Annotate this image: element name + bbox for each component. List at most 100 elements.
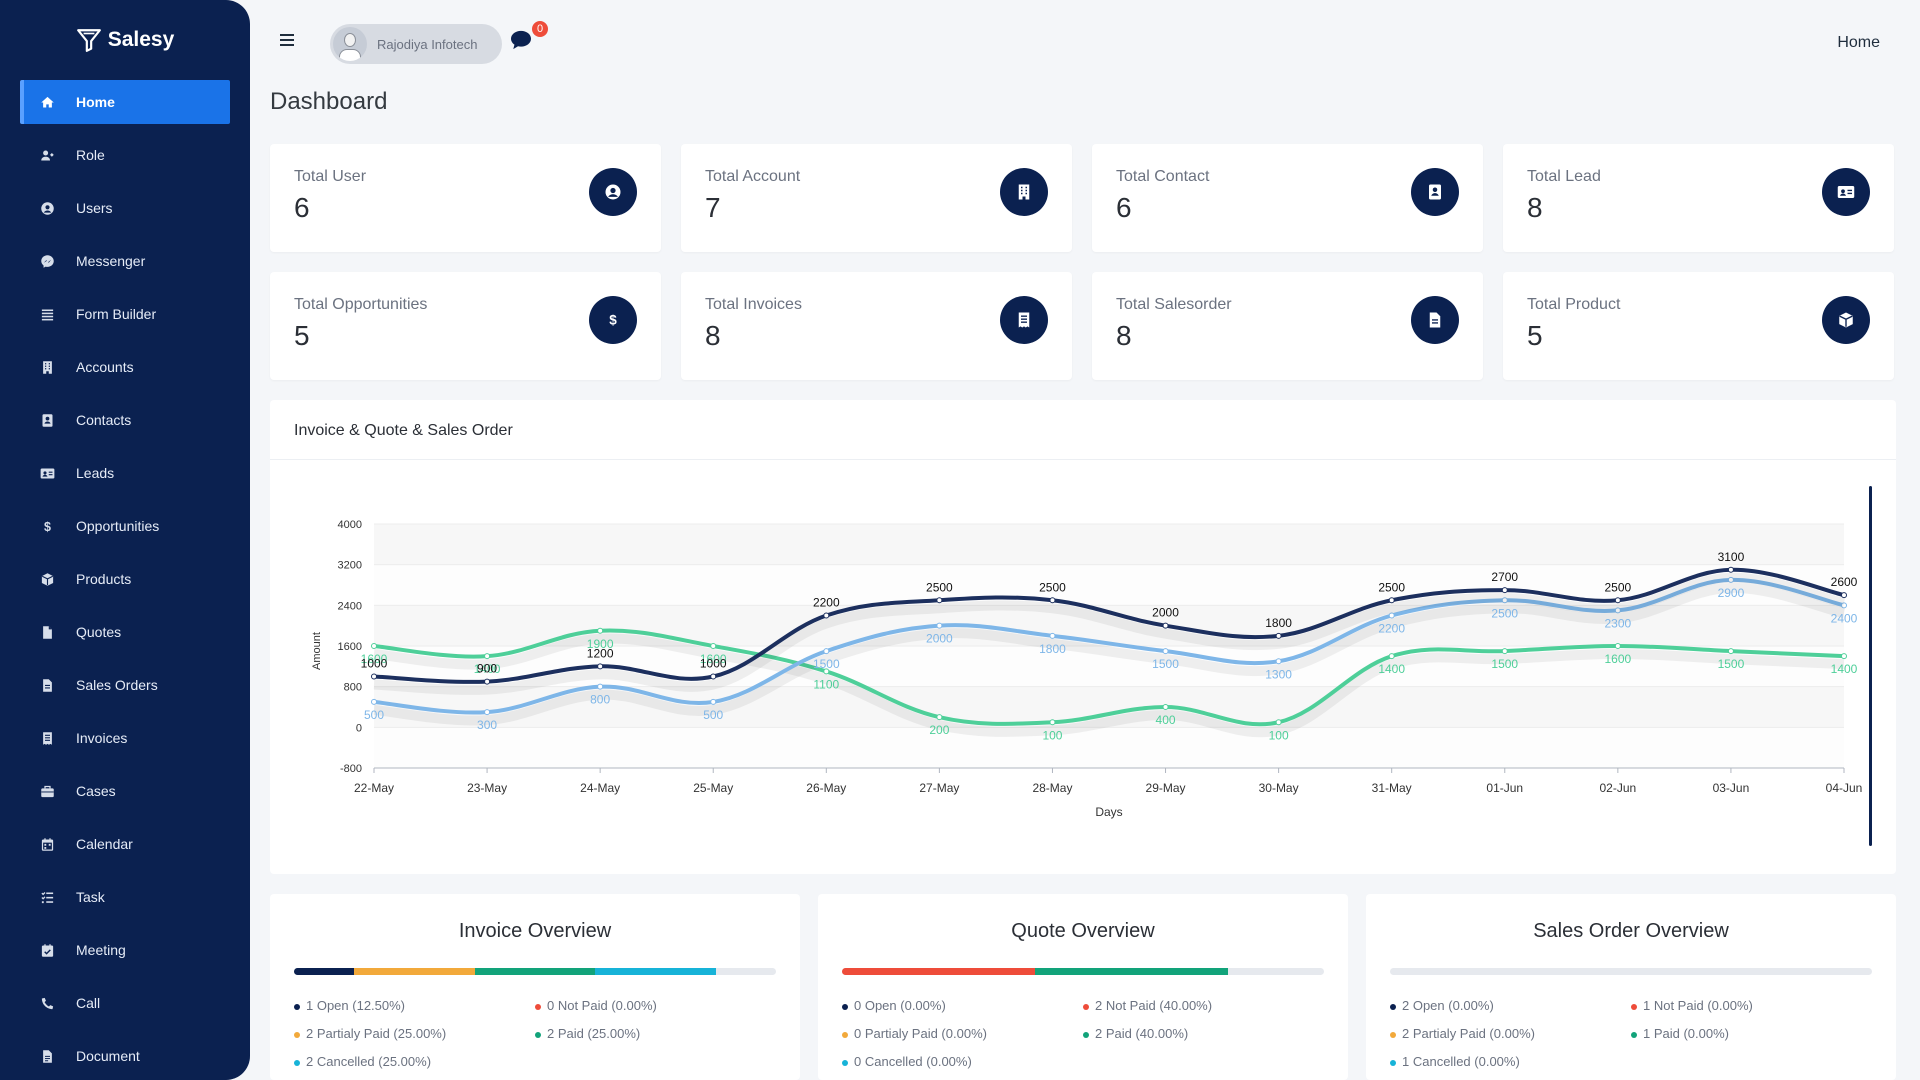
legend-dot [294,1059,300,1066]
data-point [710,673,717,680]
sidebar-item-label: Accounts [76,359,134,375]
data-point [1275,658,1282,665]
sidebar-item-label: Home [76,94,115,110]
sidebar-item-cases[interactable]: Cases [20,769,230,813]
sidebar-item-invoices[interactable]: Invoices [20,716,230,760]
sidebar-item-label: Call [76,995,101,1011]
data-label: 1400 [1378,662,1405,676]
data-point [1049,597,1056,604]
quote-progress-bar [842,968,1324,975]
stat-card-total-product[interactable]: Total Product 5 [1503,272,1894,380]
data-label: 200 [929,723,949,737]
data-label: 2500 [1378,580,1405,594]
sidebar-item-messenger[interactable]: Messenger [20,239,230,283]
sidebar-nav: Home Role Users Messenger Form Builder Accoun… [0,80,250,1078]
sidebar-item-label: Document [76,1048,140,1064]
legend-text: 2 Partialy Paid (0.00%) [1402,1026,1535,1041]
sidebar-item-document[interactable]: Document [20,1034,230,1078]
data-point [371,698,377,705]
chart-scrollbar[interactable] [1869,486,1872,846]
home-icon [38,93,56,111]
sidebar-item-leads[interactable]: Leads [20,451,230,495]
legend-text: 1 Not Paid (0.00%) [1643,998,1753,1013]
legend-text: 0 Partialy Paid (0.00%) [854,1026,987,1041]
data-label: 2500 [1039,580,1066,594]
data-point [1388,653,1395,660]
sidebar-item-call[interactable]: Call [20,981,230,1025]
user-menu[interactable]: Rajodiya Infotech [330,24,502,64]
sidebar-item-calendar[interactable]: Calendar [20,822,230,866]
sidebar-item-quotes[interactable]: Quotes [20,610,230,654]
sidebar-item-sales-orders[interactable]: Sales Orders [20,663,230,707]
sidebar-item-role[interactable]: Role [20,133,230,177]
sidebar-item-label: Leads [76,465,115,481]
id-card-icon [38,464,56,482]
user-circle-icon [589,168,637,216]
sidebar-item-meeting[interactable]: Meeting [20,928,230,972]
stat-card-total-lead[interactable]: Total Lead 8 [1503,144,1894,252]
legend-text: 1 Paid (0.00%) [1643,1026,1729,1041]
invoice-legend: 1 Open (12.50%) 0 Not Paid (0.00%) 2 Parti… [294,998,776,1069]
data-label: 1500 [1491,657,1518,671]
sales-order-progress-bar [1390,968,1872,975]
progress-segment [294,968,355,975]
stat-card-total-contact[interactable]: Total Contact 6 [1092,144,1483,252]
sidebar-item-form-builder[interactable]: Form Builder [20,292,230,336]
data-label: 1000 [361,657,388,671]
data-label: 400 [1156,713,1176,727]
sidebar-item-users[interactable]: Users [20,186,230,230]
data-point [1162,648,1169,655]
legend-item: 2 Not Paid (40.00%) [1083,998,1324,1013]
quote-legend: 0 Open (0.00%) 2 Not Paid (40.00%) 0 Parti… [842,998,1324,1069]
sidebar-item-opportunities[interactable]: $ Opportunities [20,504,230,548]
data-label: 2400 [1831,611,1858,625]
legend-item: 0 Cancelled (0.00%) [842,1054,1083,1069]
stat-card-total-user[interactable]: Total User 6 [270,144,661,252]
sidebar-item-accounts[interactable]: Accounts [20,345,230,389]
progress-segment [1034,968,1228,975]
data-label: 1500 [813,657,840,671]
sidebar-item-label: Products [76,571,132,587]
sidebar-item-products[interactable]: Products [20,557,230,601]
grid-band [374,686,1844,728]
breadcrumb-home[interactable]: Home [1837,34,1880,51]
data-label: 800 [590,693,610,707]
svg-text:$: $ [44,519,51,533]
data-point [1614,597,1621,604]
data-point [597,683,604,690]
svg-text:$: $ [609,313,617,328]
sales-order-overview-panel: Sales Order Overview 2 Open (0.00%) 1 Not… [1366,894,1896,1080]
stat-card-total-salesorder[interactable]: Total Salesorder 8 [1092,272,1483,380]
sidebar-item-task[interactable]: Task [20,875,230,919]
progress-segment [474,968,596,975]
data-label: 2500 [1491,606,1518,620]
data-label: 1200 [587,646,614,660]
stat-card-total-account[interactable]: Total Account 7 [681,144,1072,252]
calendar-check-icon [38,941,56,959]
menu-toggle-icon[interactable] [280,34,294,46]
x-tick-label: 25-May [693,781,733,795]
data-label: 900 [477,662,497,676]
messages-button[interactable]: 0 [510,21,548,52]
grid-band [374,727,1844,768]
legend-item: 0 Partialy Paid (0.00%) [842,1026,1083,1041]
data-label: 500 [364,708,384,722]
box-icon [38,570,56,588]
sidebar-item-home[interactable]: Home [20,80,230,124]
data-label: 2700 [1491,570,1518,584]
overview-title: Sales Order Overview [1533,920,1729,942]
sales-order-legend: 2 Open (0.00%) 1 Not Paid (0.00%) 2 Partia… [1390,998,1872,1069]
sidebar-item-contacts[interactable]: Contacts [20,398,230,442]
avatar [333,27,367,61]
legend-item: 1 Paid (0.00%) [1631,1026,1872,1041]
brand[interactable]: Salesy [0,0,250,80]
legend-dot [1390,1059,1396,1066]
legend-text: 2 Partialy Paid (25.00%) [306,1026,447,1041]
y-tick-label: 4000 [338,519,362,531]
stat-card-total-invoices[interactable]: Total Invoices 8 [681,272,1072,380]
legend-text: 2 Paid (40.00%) [1095,1026,1189,1041]
stat-card-total-opportunities[interactable]: Total Opportunities 5 $ [270,272,661,380]
phone-icon [38,994,56,1012]
stat-value: 8 [1116,320,1132,351]
sidebar-item-label: Contacts [76,412,132,428]
